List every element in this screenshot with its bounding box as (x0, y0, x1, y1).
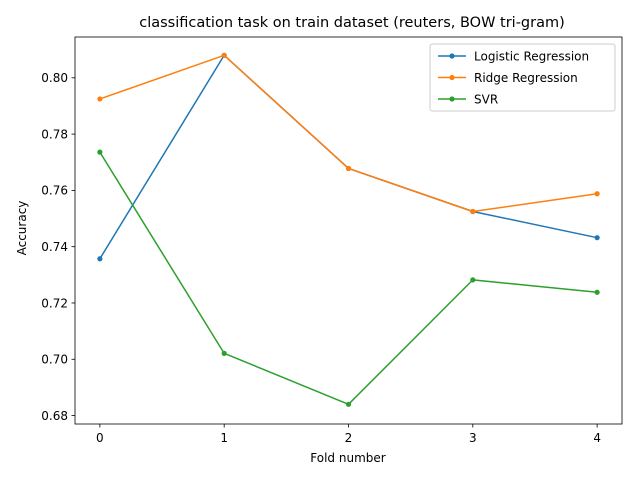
data-point (470, 208, 476, 215)
chart-title: classification task on train dataset (re… (139, 15, 565, 31)
legend: Logistic Regression Ridge Regression SVR (429, 43, 616, 112)
data-point (221, 52, 227, 58)
x-tick-label: 1 (220, 431, 228, 445)
legend-item: SVR (438, 92, 498, 106)
y-axis-label: Accuracy (15, 201, 29, 256)
legend-marker (449, 53, 455, 59)
x-axis-label: Fold number (310, 451, 385, 465)
y-tick-label: 0.72 (41, 296, 68, 310)
y-tick-label: 0.76 (41, 184, 68, 198)
legend-item: Logistic Regression (438, 49, 589, 63)
x-axis-ticks: 0 1 2 3 4 (96, 424, 601, 445)
data-point (594, 289, 600, 295)
legend-label: Logistic Regression (474, 49, 589, 63)
data-point (97, 96, 103, 102)
legend-marker (449, 96, 455, 102)
legend-marker (449, 74, 455, 81)
series-layer (97, 52, 600, 407)
data-point (345, 165, 352, 172)
y-tick-label: 0.78 (41, 127, 68, 141)
data-point (470, 277, 476, 283)
series-svr (97, 149, 600, 407)
y-tick-label: 0.74 (41, 240, 68, 254)
data-point (221, 350, 227, 356)
legend-box (429, 43, 616, 112)
y-tick-label: 0.80 (41, 71, 68, 85)
data-point (97, 149, 103, 155)
series-ridge-regression (97, 52, 600, 215)
x-tick-label: 0 (96, 431, 104, 445)
x-tick-label: 3 (469, 431, 477, 445)
y-tick-label: 0.70 (41, 353, 68, 367)
legend-label: Ridge Regression (474, 71, 578, 85)
y-axis-ticks: 0.68 0.70 0.72 0.74 0.76 0.78 0.80 (41, 71, 75, 423)
data-point (97, 256, 103, 262)
x-tick-label: 4 (593, 431, 601, 445)
data-point (345, 401, 352, 407)
x-tick-label: 2 (345, 431, 353, 445)
legend-item: Ridge Regression (438, 71, 578, 85)
legend-label: SVR (474, 92, 498, 106)
data-point (594, 191, 600, 197)
series-line (99, 151, 598, 406)
y-tick-label: 0.68 (41, 409, 68, 423)
data-point (594, 235, 600, 241)
